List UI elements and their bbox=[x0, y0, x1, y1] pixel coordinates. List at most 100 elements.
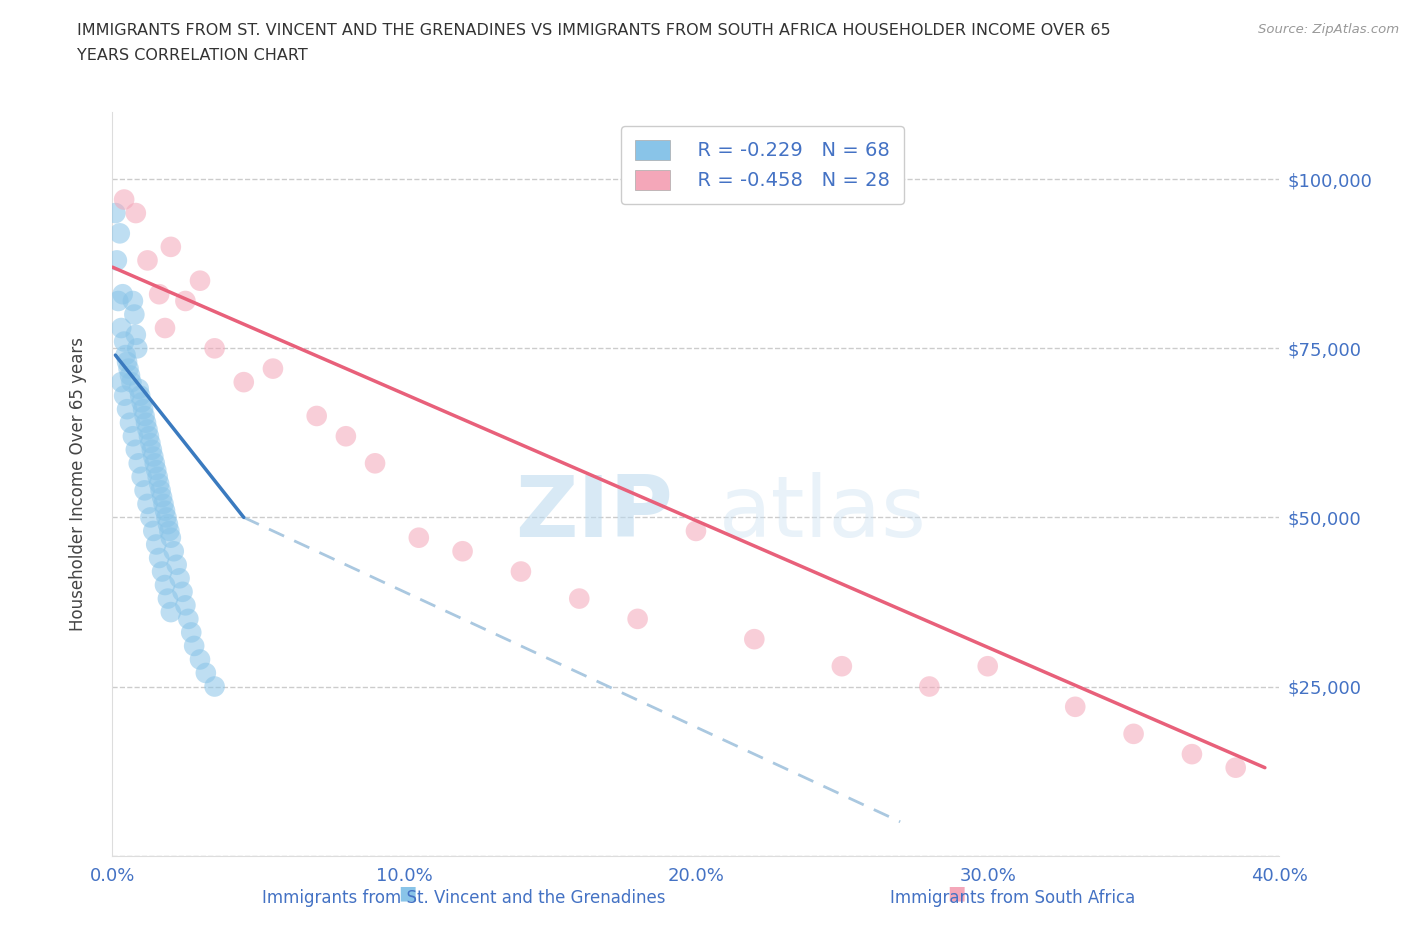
Point bbox=[131, 395, 153, 410]
Point bbox=[114, 348, 136, 363]
Point bbox=[134, 483, 156, 498]
Point bbox=[1122, 726, 1144, 741]
Point bbox=[112, 388, 135, 403]
Point bbox=[160, 239, 183, 254]
Point bbox=[125, 443, 148, 458]
Point bbox=[157, 524, 180, 538]
Point bbox=[451, 544, 474, 559]
Point bbox=[143, 456, 166, 471]
Point bbox=[408, 530, 430, 545]
Point bbox=[117, 361, 139, 376]
Point bbox=[136, 422, 159, 437]
Point bbox=[115, 402, 138, 417]
Text: ■: ■ bbox=[398, 884, 418, 902]
Point bbox=[105, 253, 128, 268]
Point bbox=[172, 584, 194, 599]
Point bbox=[112, 193, 135, 207]
Point bbox=[153, 578, 176, 592]
Point bbox=[194, 666, 217, 681]
Point bbox=[146, 470, 169, 485]
Point bbox=[568, 591, 591, 606]
Text: YEARS CORRELATION CHART: YEARS CORRELATION CHART bbox=[77, 48, 308, 63]
Text: ZIP: ZIP bbox=[515, 472, 672, 555]
Point bbox=[122, 429, 145, 444]
Point bbox=[134, 408, 156, 423]
Point bbox=[136, 253, 159, 268]
Point bbox=[188, 273, 211, 288]
Point bbox=[180, 625, 202, 640]
Point bbox=[112, 334, 135, 349]
Point bbox=[156, 591, 179, 606]
Point bbox=[169, 571, 191, 586]
Point bbox=[204, 679, 226, 694]
Point bbox=[108, 226, 131, 241]
Text: IMMIGRANTS FROM ST. VINCENT AND THE GRENADINES VS IMMIGRANTS FROM SOUTH AFRICA H: IMMIGRANTS FROM ST. VINCENT AND THE GREN… bbox=[77, 23, 1111, 38]
Point bbox=[976, 658, 998, 673]
Point bbox=[120, 375, 142, 390]
Point bbox=[160, 604, 183, 619]
Point bbox=[153, 503, 176, 518]
Point bbox=[145, 537, 167, 551]
Point bbox=[135, 416, 157, 431]
Point bbox=[118, 416, 141, 431]
Point bbox=[183, 639, 205, 654]
Point bbox=[127, 341, 149, 356]
Point bbox=[1225, 760, 1247, 775]
Point bbox=[152, 497, 174, 512]
Point bbox=[139, 510, 162, 525]
Point bbox=[627, 611, 650, 626]
Point bbox=[262, 361, 284, 376]
Point bbox=[204, 341, 226, 356]
Point bbox=[125, 327, 148, 342]
Legend:   R = -0.229   N = 68,   R = -0.458   N = 28: R = -0.229 N = 68, R = -0.458 N = 28 bbox=[621, 126, 904, 204]
Point bbox=[111, 286, 134, 301]
Text: Immigrants from St. Vincent and the Grenadines: Immigrants from St. Vincent and the Gren… bbox=[263, 889, 665, 907]
Point bbox=[150, 565, 173, 579]
Point bbox=[141, 443, 163, 458]
Point bbox=[831, 658, 853, 673]
Point bbox=[174, 294, 197, 309]
Point bbox=[148, 551, 170, 565]
Text: atlas: atlas bbox=[720, 472, 928, 555]
Point bbox=[160, 530, 183, 545]
Point bbox=[150, 490, 173, 505]
Point bbox=[188, 652, 211, 667]
Point bbox=[1181, 747, 1204, 762]
Text: ■: ■ bbox=[946, 884, 966, 902]
Point bbox=[148, 476, 170, 491]
Point bbox=[1064, 699, 1087, 714]
Point bbox=[122, 294, 145, 309]
Point bbox=[125, 206, 148, 220]
Point bbox=[136, 497, 159, 512]
Point bbox=[139, 435, 162, 450]
Point bbox=[163, 544, 186, 559]
Point bbox=[118, 368, 141, 383]
Point bbox=[305, 408, 328, 423]
Point bbox=[110, 321, 132, 336]
Point bbox=[142, 524, 165, 538]
Point bbox=[128, 456, 150, 471]
Point bbox=[110, 375, 132, 390]
Point bbox=[129, 388, 152, 403]
Point bbox=[918, 679, 941, 694]
Text: Immigrants from South Africa: Immigrants from South Africa bbox=[890, 889, 1135, 907]
Point bbox=[155, 510, 177, 525]
Point bbox=[149, 483, 172, 498]
Point bbox=[174, 598, 197, 613]
Point bbox=[142, 449, 165, 464]
Point bbox=[148, 286, 170, 301]
Point bbox=[124, 307, 146, 322]
Point bbox=[107, 294, 129, 309]
Point bbox=[509, 565, 531, 579]
Point bbox=[166, 557, 188, 572]
Text: Source: ZipAtlas.com: Source: ZipAtlas.com bbox=[1258, 23, 1399, 36]
Point bbox=[335, 429, 357, 444]
Point bbox=[104, 206, 127, 220]
Point bbox=[177, 611, 200, 626]
Point bbox=[145, 462, 167, 477]
Point bbox=[744, 631, 766, 646]
Point bbox=[153, 321, 176, 336]
Point bbox=[115, 354, 138, 369]
Point bbox=[138, 429, 160, 444]
Point bbox=[685, 524, 707, 538]
